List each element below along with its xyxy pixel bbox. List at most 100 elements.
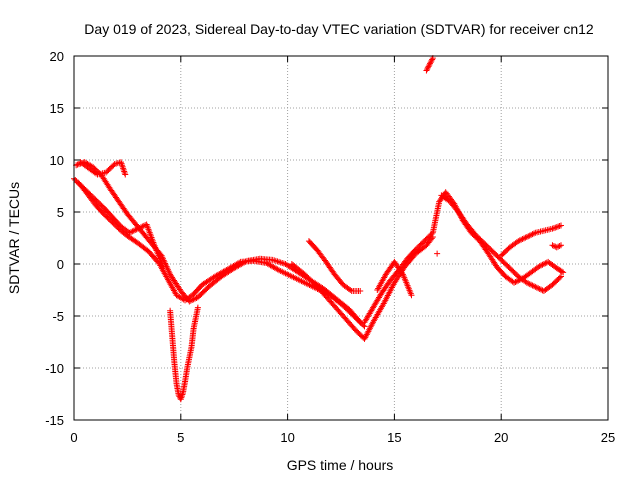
data-point xyxy=(434,250,441,257)
data-point xyxy=(533,284,540,291)
y-tick-label: 10 xyxy=(50,153,64,168)
data-point xyxy=(550,225,557,232)
data-point xyxy=(526,232,533,239)
data-point xyxy=(189,297,196,304)
data-point xyxy=(137,224,144,231)
y-tick-label: 15 xyxy=(50,101,64,116)
data-point xyxy=(194,304,201,311)
data-point xyxy=(520,235,527,242)
data-point xyxy=(274,266,281,273)
y-axis-label: SDTVAR / TECUs xyxy=(6,182,22,294)
data-point xyxy=(512,279,519,286)
y-tick-label: 5 xyxy=(57,205,64,220)
data-point xyxy=(424,64,431,71)
data-point xyxy=(558,222,565,229)
data-point xyxy=(556,242,563,249)
data-point xyxy=(190,296,197,303)
data-point xyxy=(357,288,364,295)
data-point xyxy=(426,62,433,69)
data-point xyxy=(360,322,367,329)
data-point xyxy=(511,279,518,286)
data-point xyxy=(127,229,134,236)
data-point xyxy=(552,224,559,231)
plot-frame xyxy=(73,55,609,421)
data-point xyxy=(535,285,542,292)
series-track-8 xyxy=(374,258,415,299)
axis-ticks xyxy=(73,55,609,421)
data-point xyxy=(539,261,546,268)
data-point xyxy=(549,225,556,232)
data-point xyxy=(424,66,431,73)
data-point xyxy=(74,161,81,168)
data-point xyxy=(553,244,560,251)
data-point xyxy=(528,281,535,288)
data-point xyxy=(540,261,547,267)
series-track-5 xyxy=(305,238,364,295)
data-point xyxy=(553,224,560,231)
series-track-6 xyxy=(288,233,436,342)
data-point xyxy=(186,298,193,305)
data-point xyxy=(428,57,435,64)
x-tick-label: 0 xyxy=(70,430,77,445)
data-point xyxy=(129,228,136,235)
data-point xyxy=(423,67,430,74)
data-point xyxy=(347,287,354,293)
x-tick-label: 5 xyxy=(177,430,184,445)
x-axis-label: GPS time / hours xyxy=(287,457,394,473)
data-point xyxy=(518,236,525,243)
data-point xyxy=(556,274,563,281)
data-point xyxy=(558,268,565,275)
data-point xyxy=(550,242,557,249)
data-point xyxy=(558,273,565,280)
data-point xyxy=(555,223,562,230)
data-point xyxy=(555,243,562,250)
x-tick-label: 15 xyxy=(387,430,401,445)
data-point xyxy=(136,224,143,231)
data-point xyxy=(529,231,536,238)
data-point xyxy=(133,226,140,233)
data-point xyxy=(523,279,530,286)
data-point xyxy=(175,392,182,399)
chart-title: Day 019 of 2023, Sidereal Day-to-day VTE… xyxy=(84,21,594,37)
data-point xyxy=(522,234,529,241)
data-point xyxy=(530,230,537,237)
series-fragment-a xyxy=(549,242,565,251)
data-point xyxy=(135,225,142,232)
data-point xyxy=(538,262,545,269)
series-track-7 xyxy=(361,189,567,326)
y-tick-label: -10 xyxy=(45,361,64,376)
data-point xyxy=(525,233,532,240)
grid xyxy=(74,56,608,420)
data-point xyxy=(525,280,532,287)
data-point xyxy=(558,242,565,249)
series-track-10 xyxy=(498,222,565,259)
data-point xyxy=(556,223,563,230)
data-point xyxy=(130,227,137,234)
y-tick-label: 0 xyxy=(57,257,64,272)
tick-labels: 0 5 10 15 20 25 -15 -10 -5 0 5 10 15 20 xyxy=(45,49,615,445)
data-point xyxy=(513,278,520,285)
series-track-2 xyxy=(73,159,364,326)
data-point xyxy=(126,229,133,236)
data-point xyxy=(122,171,129,178)
x-tick-label: 10 xyxy=(280,430,294,445)
data-point xyxy=(132,227,139,234)
data-point xyxy=(427,59,434,66)
data-point xyxy=(187,297,194,304)
data-point xyxy=(516,237,523,244)
series-fragment-c xyxy=(434,250,441,257)
data-point xyxy=(427,60,433,67)
data-point xyxy=(160,265,167,272)
y-tick-label: -5 xyxy=(52,309,64,324)
data-point xyxy=(515,238,522,245)
y-tick-label: -15 xyxy=(45,413,64,428)
data-point xyxy=(530,283,537,290)
data-point xyxy=(549,242,556,249)
data-point xyxy=(192,295,199,302)
series-dip xyxy=(167,304,201,403)
data-point xyxy=(536,263,543,270)
data-point xyxy=(529,282,536,289)
data-point xyxy=(408,292,415,299)
series-track-3 xyxy=(75,179,167,272)
